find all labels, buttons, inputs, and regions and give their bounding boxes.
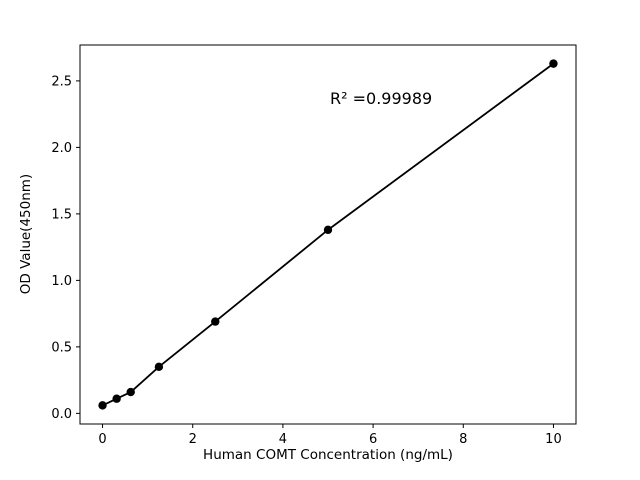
y-tick-label: 1.5: [51, 207, 72, 222]
y-tick-label: 0.5: [51, 340, 72, 355]
data-point: [154, 362, 164, 372]
plot-layer: 0 2 4 6 8 10 0.0 0.5 1.0 1.5 2.0 2.5: [51, 44, 577, 447]
data-point: [211, 317, 220, 326]
x-tick-label: 10: [545, 432, 562, 447]
data-point: [98, 401, 107, 410]
data-point: [126, 387, 135, 397]
y-tick-label: 1.0: [51, 274, 72, 289]
y-axis-label: OD Value(450nm): [18, 174, 34, 294]
x-axis-label: Human COMT Concentration (ng/mL): [203, 447, 453, 463]
x-tick-label: 0: [98, 432, 106, 447]
axes-frame: [79, 44, 577, 425]
x-tick-label: 2: [189, 432, 197, 447]
x-tick-label: 6: [369, 432, 377, 447]
data-point: [323, 225, 333, 235]
y-tick-label: 2.5: [51, 74, 72, 89]
data-point: [112, 394, 121, 403]
x-tick-label: 4: [279, 432, 287, 447]
y-tick-label: 2.0: [51, 141, 72, 156]
data-point: [549, 59, 558, 68]
x-tick-label: 8: [459, 432, 467, 447]
y-tick-label: 0.0: [51, 407, 72, 422]
r-squared-annotation: R² =0.99989: [330, 89, 432, 108]
data-line: [102, 62, 554, 407]
